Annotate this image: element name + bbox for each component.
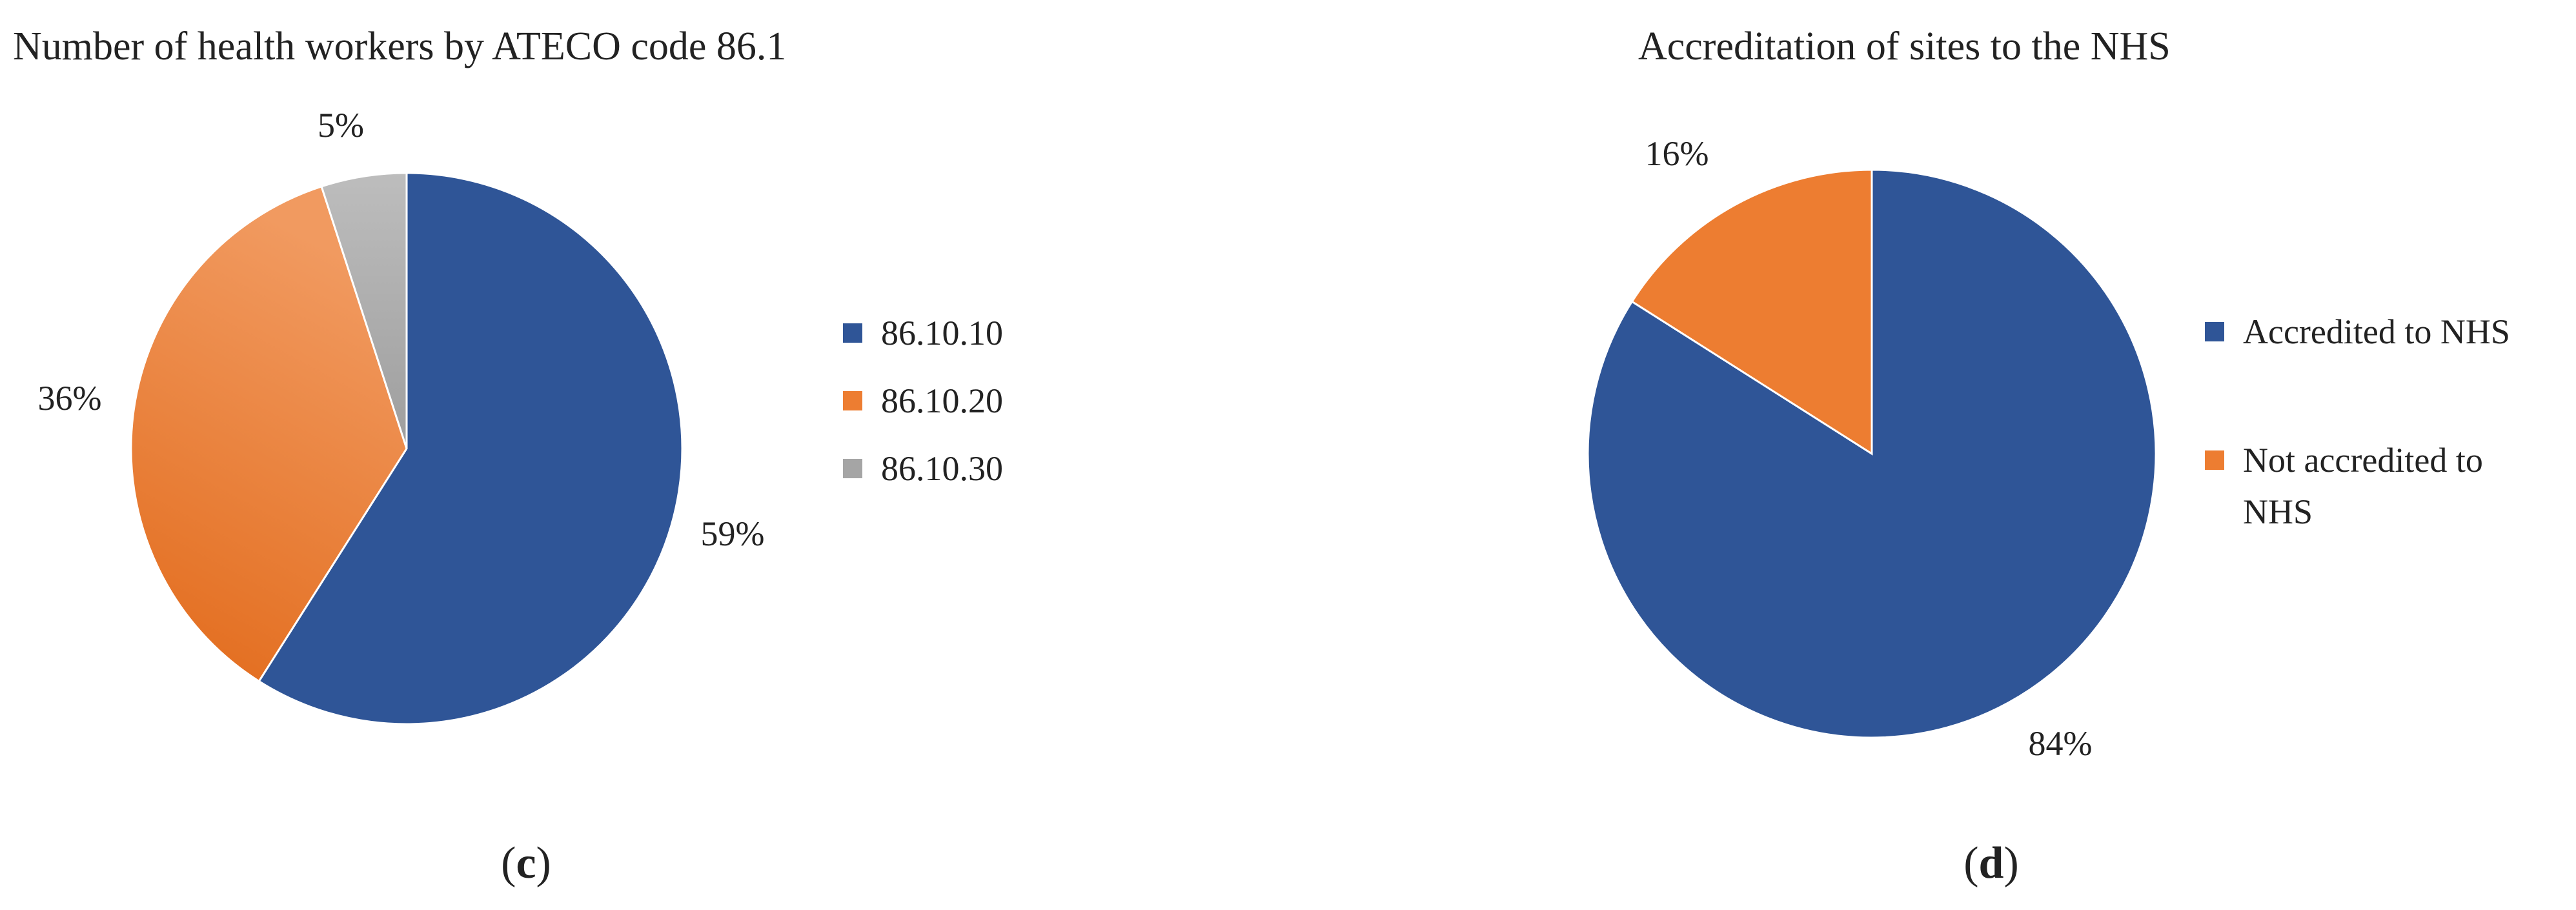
data-labels-c: 59% 36% 5% bbox=[38, 106, 765, 553]
panel-label-d-open: ( bbox=[1963, 838, 1978, 888]
pie-slice-86-10-30 bbox=[320, 172, 408, 449]
pie-slices-c bbox=[130, 172, 684, 725]
pie-slice-86-10-20 bbox=[130, 185, 408, 683]
data-label-86-10-20: 36% bbox=[38, 379, 102, 418]
legend-swatch-not-accredited-to-nhs bbox=[2205, 450, 2224, 470]
legend-d: Accredited to NHS Not accredited to NHS bbox=[2205, 312, 2510, 531]
chart-title-c: Number of health workers by ATECO code 8… bbox=[13, 25, 786, 68]
panel-label-c-open: ( bbox=[501, 838, 516, 888]
pie-slices-d bbox=[1587, 168, 2157, 739]
panel-label-c-close: ) bbox=[536, 838, 551, 888]
legend-c: 86.10.10 86.10.20 86.10.30 bbox=[843, 314, 1003, 488]
legend-swatch-86-10-10 bbox=[843, 323, 862, 343]
legend-label-accredited-to-nhs: Accredited to NHS bbox=[2243, 312, 2510, 351]
panel-label-c-letter: c bbox=[516, 838, 536, 888]
pie-chart-c: Number of health workers by ATECO code 8… bbox=[13, 25, 1003, 888]
panel-label-d: (d) bbox=[1963, 838, 2019, 888]
legend-swatch-86-10-30 bbox=[843, 459, 862, 478]
legend-label-86-10-10: 86.10.10 bbox=[881, 314, 1003, 352]
pie-slice-not-accredited-to-nhs bbox=[1630, 168, 1873, 456]
panel-label-d-letter: d bbox=[1979, 838, 2004, 888]
legend-swatch-86-10-20 bbox=[843, 391, 862, 410]
data-label-86-10-10: 59% bbox=[701, 514, 765, 553]
data-label-accredited-to-nhs: 84% bbox=[2029, 724, 2093, 763]
legend-swatch-accredited-to-nhs bbox=[2205, 322, 2224, 341]
pie-slice-86-10-10 bbox=[258, 172, 684, 725]
data-label-not-accredited-to-nhs: 16% bbox=[1645, 134, 1709, 173]
data-label-86-10-30: 5% bbox=[318, 106, 364, 145]
legend-label-86-10-30: 86.10.30 bbox=[881, 449, 1003, 488]
panel-label-c: (c) bbox=[501, 838, 551, 888]
chart-title-d: Accreditation of sites to the NHS bbox=[1638, 25, 2171, 68]
legend-label-86-10-20: 86.10.20 bbox=[881, 381, 1003, 420]
pie-chart-d: Accreditation of sites to the NHS 84% 16%… bbox=[1587, 25, 2510, 888]
panel-label-d-close: ) bbox=[2003, 838, 2018, 888]
legend-label-not-accredited-to-nhs: Not accredited to NHS bbox=[2243, 441, 2483, 531]
data-labels-d: 84% 16% bbox=[1645, 134, 2093, 763]
